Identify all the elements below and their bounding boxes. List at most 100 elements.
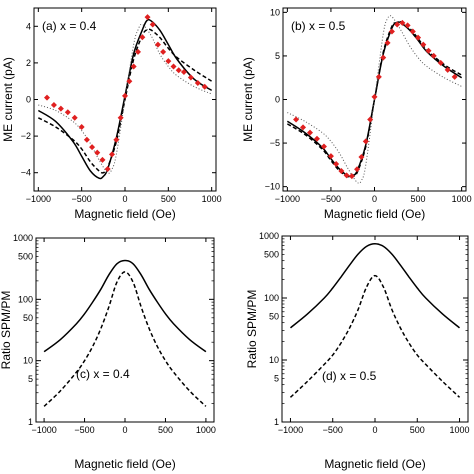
data-point (425, 47, 432, 54)
series-line-solid (289, 242, 461, 329)
x-axis-label: Magnetic field (Oe) (74, 207, 175, 221)
data-point (165, 58, 172, 65)
data-point (57, 105, 64, 112)
data-point (122, 92, 128, 99)
x-tick-label: 500 (161, 194, 176, 204)
x-tick-label: 500 (158, 425, 173, 435)
panel-label: (d) x = 0.5 (322, 369, 377, 383)
data-point (338, 167, 345, 174)
data-point (343, 172, 350, 179)
series-group (37, 14, 213, 180)
data-point (113, 136, 120, 143)
y-tick-label: 1 (28, 417, 33, 427)
data-point (293, 116, 300, 123)
data-point (135, 48, 141, 55)
data-point (187, 74, 194, 81)
data-point (409, 28, 416, 35)
data-point (300, 124, 307, 131)
data-point (420, 41, 427, 48)
y-axis-label: Ratio SPM/PM (0, 291, 13, 370)
panel-d: −1000 −500 0 500 1000 1 5 10 50 100 500 1000 (d) x =… (245, 231, 470, 471)
y-tick-label: 1 (274, 417, 279, 427)
x-tick-label: 500 (411, 194, 426, 204)
data-point (99, 156, 106, 163)
x-axis-label: Magnetic field (Oe) (324, 207, 425, 221)
y-tick-label: 10 (270, 7, 280, 17)
data-point (64, 109, 71, 116)
data-point (83, 136, 90, 143)
y-tick-label: 500 (264, 250, 279, 260)
data-point (444, 66, 451, 73)
series-line-dashed (37, 28, 213, 174)
y-tick-label: −2 (21, 131, 31, 141)
data-point (180, 69, 187, 76)
data-point (144, 14, 151, 21)
data-point (384, 39, 391, 46)
data-point (348, 173, 355, 180)
y-axis-label: Ratio SPM/PM (245, 290, 259, 369)
y-tick-label: 0 (26, 95, 31, 105)
series-line-solid (43, 259, 207, 353)
x-tick-label: 0 (122, 425, 127, 435)
data-point (354, 166, 361, 173)
y-tick-label: 10 (23, 356, 33, 366)
data-point (94, 149, 101, 156)
x-axis-label: Magnetic field (Oe) (324, 457, 425, 471)
data-point (201, 83, 208, 90)
data-point (170, 63, 177, 70)
data-point (367, 116, 374, 123)
y-tick-label: −4 (21, 168, 31, 178)
series-group (286, 15, 463, 184)
y-tick-label: −10 (265, 182, 280, 192)
y-tick-label: 10 (269, 355, 279, 365)
x-tick-label: −1000 (26, 194, 51, 204)
data-point (44, 94, 50, 101)
data-point (399, 19, 406, 26)
y-tick-label: 500 (18, 251, 33, 261)
x-tick-label: −1000 (275, 194, 300, 204)
y-tick-label: 1000 (13, 233, 33, 243)
data-point (109, 151, 115, 158)
data-point (371, 93, 378, 100)
y-tick-label: 50 (23, 313, 33, 323)
panel-c: −1000 −500 0 500 1000 1 5 10 50 100 500 1000 (c) x =… (0, 233, 216, 471)
x-tick-label: 1000 (450, 425, 470, 435)
data-point (430, 52, 437, 59)
data-point (380, 54, 387, 61)
data-point (307, 129, 314, 136)
y-tick-label: 50 (269, 312, 279, 322)
data-point (139, 34, 146, 41)
data-point (89, 144, 96, 151)
x-axis-label: Magnetic field (Oe) (74, 457, 175, 471)
data-point (333, 160, 340, 167)
data-point (404, 22, 411, 29)
data-point (451, 73, 458, 80)
data-point (394, 21, 401, 28)
data-point (313, 135, 320, 142)
panel-label: (b) x = 0.5 (291, 19, 346, 33)
x-tick-label: 1000 (452, 194, 472, 204)
data-point (78, 123, 85, 130)
data-point (149, 21, 156, 28)
panel-b: −1000 −500 0 500 1000 −10 −5 0 5 10 (b) x = 0.5 Mag… (241, 7, 472, 221)
data-point (327, 153, 334, 160)
x-tick-label: 1000 (202, 194, 222, 204)
x-tick-label: −500 (321, 194, 341, 204)
data-point (375, 73, 382, 80)
x-tick-label: −500 (72, 194, 92, 204)
data-point (437, 59, 444, 66)
x-tick-label: 1000 (196, 425, 216, 435)
series-line-dashed (43, 271, 207, 407)
x-tick-label: −500 (323, 425, 343, 435)
series-line-dotted (38, 23, 212, 174)
series-line-dashed (289, 274, 461, 398)
y-tick-label: 4 (26, 21, 31, 31)
data-point (320, 143, 327, 150)
data-point (154, 41, 161, 48)
y-axis-label: ME current (pA) (1, 57, 15, 142)
data-point (362, 138, 369, 145)
data-point (415, 34, 422, 41)
x-tick-label: −1000 (31, 425, 56, 435)
panel-a: −1000 −500 0 500 1000 −4 −2 0 2 4 (a) x = 0.4 Magne… (1, 7, 222, 221)
